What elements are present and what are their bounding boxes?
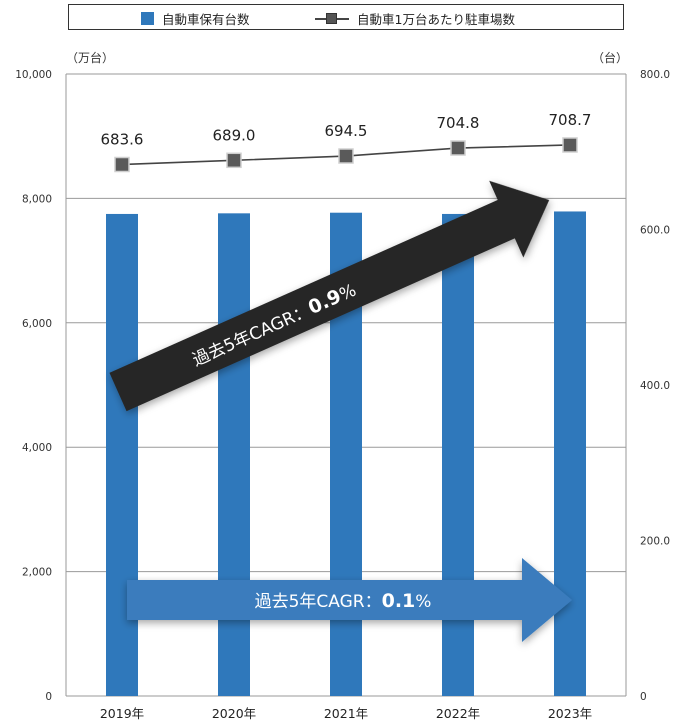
- data-label: 704.8: [437, 114, 480, 132]
- y-right-tick-label: 800.0: [640, 69, 670, 81]
- bar: [442, 214, 474, 696]
- data-label: 683.6: [101, 131, 144, 149]
- data-label: 708.7: [549, 111, 592, 129]
- y-right-tick-label: 400.0: [640, 380, 670, 392]
- y-left-tick-label: 0: [45, 691, 52, 703]
- x-tick-label: 2019年: [100, 706, 144, 721]
- x-tick-label: 2023年: [548, 706, 592, 721]
- bar: [106, 214, 138, 696]
- line-marker: [115, 158, 129, 172]
- bar: [554, 211, 586, 696]
- cagr-value: 0.1: [382, 590, 416, 612]
- data-label: 689.0: [213, 126, 256, 144]
- line-marker: [227, 153, 241, 167]
- line-marker: [451, 141, 465, 155]
- y-left-tick-label: 6,000: [22, 318, 52, 330]
- x-tick-label: 2021年: [324, 706, 368, 721]
- bar: [218, 213, 250, 696]
- y-right-tick-label: 200.0: [640, 536, 670, 548]
- cagr-suffix: %: [415, 592, 431, 612]
- y-left-unit-label: （万台）: [66, 50, 114, 65]
- y-left-tick-label: 10,000: [15, 69, 52, 81]
- y-right-tick-label: 600.0: [640, 225, 670, 237]
- y-left-tick-label: 4,000: [22, 442, 52, 454]
- x-tick-label: 2020年: [212, 706, 256, 721]
- data-label: 694.5: [325, 122, 368, 140]
- line-marker: [563, 138, 577, 152]
- cagr-label-blue: 過去5年CAGR：0.1%: [255, 590, 432, 612]
- cagr-prefix: 過去5年CAGR：: [255, 592, 382, 612]
- y-left-tick-label: 2,000: [22, 567, 52, 579]
- y-left-tick-label: 8,000: [22, 193, 52, 205]
- x-tick-label: 2022年: [436, 706, 480, 721]
- y-right-unit-label: （台）: [592, 50, 628, 65]
- line-marker: [339, 149, 353, 163]
- y-right-tick-label: 0: [640, 691, 647, 703]
